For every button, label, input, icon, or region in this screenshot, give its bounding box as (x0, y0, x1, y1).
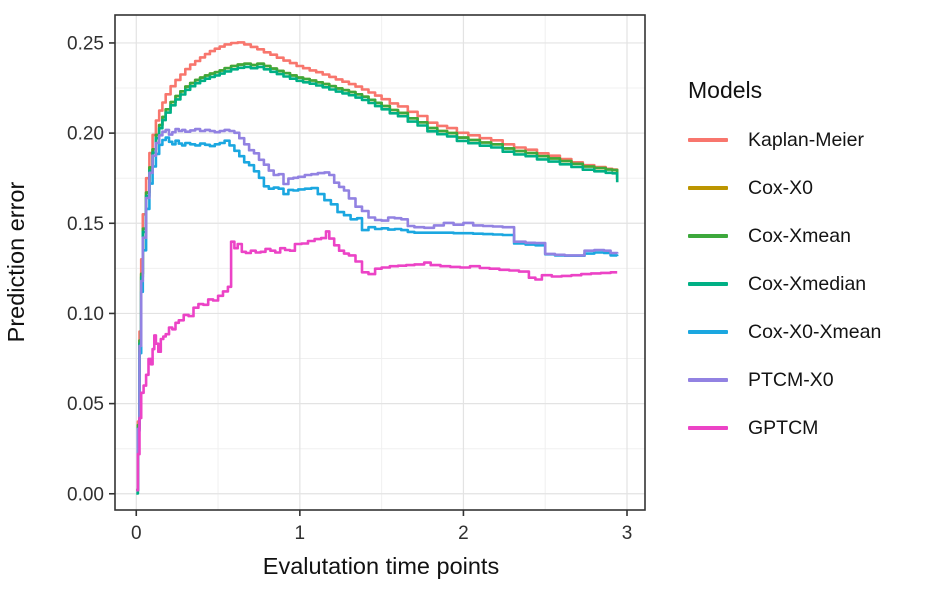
legend-title: Models (688, 77, 763, 103)
y-tick-label: 0.25 (67, 33, 104, 54)
y-tick-label: 0.20 (67, 124, 104, 145)
legend-key-line (688, 138, 728, 142)
legend-key-line (688, 186, 728, 190)
legend-item-gptcm: GPTCM (688, 404, 881, 452)
series-line-gptcm (136, 230, 618, 492)
legend-key-line (688, 330, 728, 334)
series-line-cox-x0-xmean (136, 136, 619, 492)
panel-border (114, 14, 646, 511)
legend-item-ptcm-x0: PTCM-X0 (688, 356, 881, 404)
legend-key-line (688, 234, 728, 238)
series-line-kaplan-meier (136, 41, 619, 492)
y-tick-label: 0.10 (67, 304, 104, 325)
y-tick-label: 0.00 (67, 484, 104, 505)
legend-item-cox-x0-xmean: Cox-X0-Xmean (688, 308, 881, 356)
legend-label: Cox-X0 (748, 176, 814, 199)
legend-items: Kaplan-Meier Cox-X0 Cox-Xmean Cox-Xmedian Co… (688, 116, 881, 452)
legend-item-cox-xmean: Cox-Xmean (688, 212, 881, 260)
legend-item-cox-xmedian: Cox-Xmedian (688, 260, 881, 308)
legend-key-line (688, 378, 728, 382)
panel-background (115, 15, 645, 510)
legend-item-cox-x0: Cox-X0 (688, 164, 881, 212)
series-line-cox-xmedian (136, 65, 619, 495)
series-line-ptcm-x0 (136, 127, 619, 492)
legend-item-kaplan-meier: Kaplan-Meier (688, 116, 881, 164)
x-tick-label: 3 (622, 523, 633, 544)
x-tick-label: 1 (295, 523, 306, 544)
x-axis-title: Evalutation time points (263, 553, 499, 579)
y-tick-label: 0.05 (67, 394, 104, 415)
legend-label: Cox-Xmedian (748, 272, 867, 295)
x-tick-label: 0 (131, 523, 142, 544)
y-tick-label: 0.15 (67, 214, 104, 235)
legend-label: PTCM-X0 (748, 368, 834, 391)
legend: Models Kaplan-Meier Cox-X0 Cox-Xmean Cox-Xm… (688, 76, 881, 452)
legend-label: Kaplan-Meier (748, 128, 864, 151)
plot-panel: 0.00 0.05 0.10 0.15 0.20 0.25 0 1 2 3 (67, 14, 646, 544)
x-tick-label: 2 (458, 523, 469, 544)
legend-label: Cox-Xmean (748, 224, 851, 247)
y-axis-title: Prediction error (3, 182, 29, 343)
legend-label: GPTCM (748, 416, 819, 439)
legend-label: Cox-X0-Xmean (748, 320, 882, 343)
legend-key-line (688, 282, 728, 286)
legend-key-line (688, 426, 728, 430)
